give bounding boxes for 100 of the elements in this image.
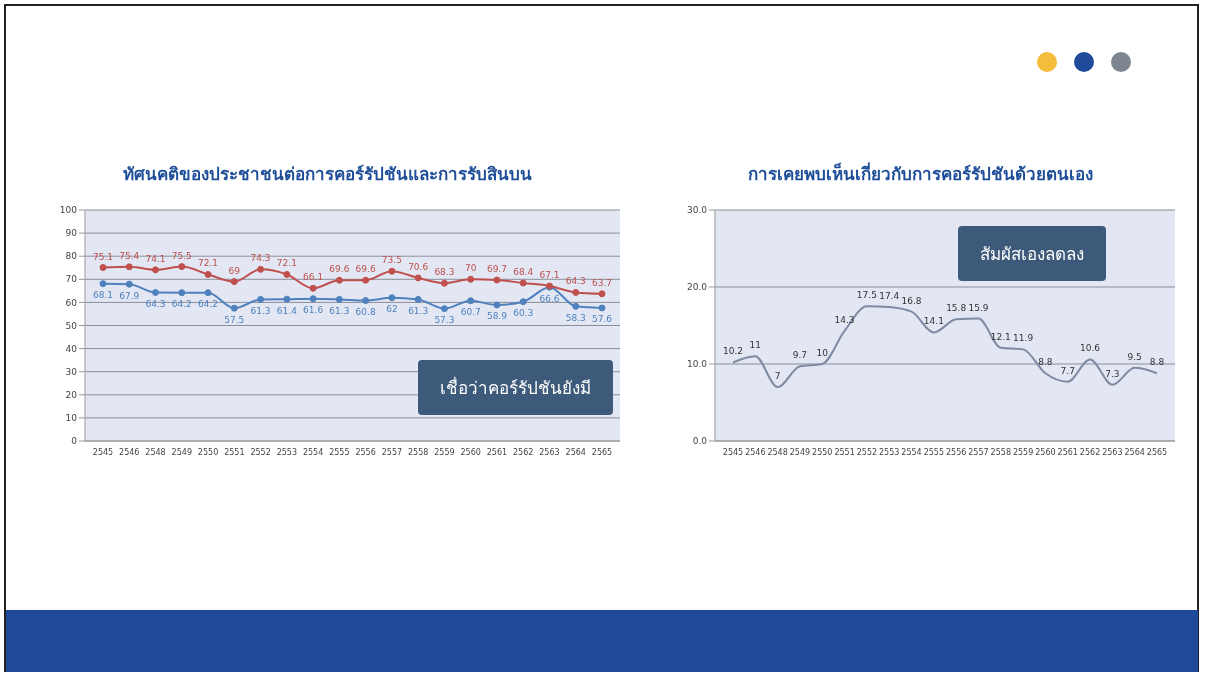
data-label: 14.3 (834, 314, 855, 325)
data-label: 14.1 (923, 316, 944, 327)
point (572, 288, 580, 296)
data-label: 69.6 (355, 264, 376, 275)
data-label: 67.1 (539, 270, 560, 280)
point (230, 304, 238, 312)
y-tick-label: 20 (65, 389, 78, 400)
data-label: 12.1 (990, 331, 1011, 342)
x-tick-label: 2560 (460, 447, 481, 457)
data-label: 61.6 (303, 305, 324, 316)
x-tick-label: 2553 (879, 447, 900, 457)
x-tick-label: 2549 (171, 447, 192, 457)
x-tick-label: 2551 (834, 447, 855, 457)
data-label: 17.4 (879, 291, 900, 302)
point (178, 289, 186, 297)
x-tick-label: 2553 (276, 447, 298, 457)
data-label: 9.5 (1127, 351, 1142, 362)
data-label: 9.7 (792, 350, 808, 361)
data-label: 69.7 (486, 263, 507, 274)
point (283, 295, 291, 303)
x-tick-label: 2554 (302, 447, 324, 457)
y-tick-label: 30.0 (686, 205, 708, 216)
x-tick-label: 2545 (92, 447, 114, 457)
data-label: 64.3 (565, 276, 586, 287)
point (519, 298, 527, 306)
data-label: 68.4 (513, 267, 534, 277)
x-tick-label: 2557 (968, 447, 989, 457)
y-tick-label: 30 (65, 366, 78, 377)
point (99, 280, 107, 288)
data-label: 10 (816, 348, 829, 358)
point (467, 297, 475, 305)
point (204, 289, 212, 297)
point (283, 270, 291, 278)
data-label: 11.9 (1013, 333, 1034, 344)
x-tick-label: 2552 (250, 447, 271, 457)
x-tick-label: 2546 (745, 447, 766, 457)
data-label: 62 (386, 304, 398, 315)
point (414, 274, 422, 282)
y-tick-label: 10.0 (686, 359, 708, 370)
y-tick-label: 20.0 (686, 282, 708, 293)
point (572, 302, 580, 310)
point (257, 295, 265, 303)
y-tick-label: 50 (65, 320, 78, 331)
x-tick-label: 2558 (990, 447, 1011, 457)
point (440, 279, 448, 287)
x-tick-label: 2563 (1102, 447, 1123, 457)
point (309, 295, 317, 303)
point (257, 265, 265, 273)
x-tick-label: 2551 (224, 447, 245, 457)
x-tick-label: 2556 (355, 447, 376, 457)
data-label: 70 (464, 263, 477, 274)
x-tick-label: 2561 (1057, 447, 1078, 457)
data-label: 11 (749, 340, 762, 351)
point (335, 295, 343, 303)
data-label: 69.6 (329, 264, 350, 275)
data-label: 58.3 (565, 312, 586, 323)
data-label: 57.3 (434, 315, 455, 326)
x-tick-label: 2554 (901, 447, 922, 457)
data-label: 72.1 (276, 258, 297, 269)
point (99, 264, 107, 272)
data-label: 67.9 (119, 290, 140, 301)
point (335, 276, 343, 284)
data-label: 15.8 (946, 303, 967, 314)
data-label: 60.8 (355, 306, 376, 317)
data-label: 8.8 (1038, 357, 1053, 368)
chart-title: ทัศนคติของประชาชนต่อการคอร์รัปชันและการรับสินบน (122, 163, 533, 186)
data-label: 69 (228, 265, 241, 276)
data-label: 16.8 (901, 295, 922, 306)
point (178, 263, 186, 271)
x-tick-label: 2545 (722, 447, 744, 457)
data-label: 66.6 (539, 293, 560, 304)
point (519, 279, 527, 287)
point (467, 275, 475, 283)
y-tick-label: 80 (65, 251, 78, 262)
y-tick-label: 0 (71, 436, 78, 447)
data-label: 61.4 (276, 305, 298, 316)
x-tick-label: 2559 (434, 447, 455, 457)
data-label: 7.3 (1105, 368, 1120, 379)
y-tick-label: 10 (65, 413, 78, 424)
data-label: 57.6 (591, 314, 613, 325)
x-tick-label: 2550 (812, 447, 833, 457)
x-tick-label: 2548 (145, 447, 166, 457)
x-tick-label: 2552 (856, 447, 878, 457)
annotation: สัมผัสเองลดลง (958, 226, 1106, 281)
x-tick-label: 2565 (591, 447, 613, 457)
data-label: 64.3 (145, 298, 166, 309)
data-label: 7.7 (1060, 365, 1075, 376)
point (362, 297, 370, 305)
x-tick-label: 2564 (565, 447, 586, 457)
data-label: 61.3 (408, 305, 429, 316)
data-label: 70.6 (408, 261, 429, 272)
data-label: 63.7 (591, 277, 613, 288)
data-label: 66.1 (303, 272, 324, 283)
point (598, 290, 606, 298)
data-label: 8.8 (1149, 357, 1165, 368)
data-label: 75.1 (92, 251, 114, 262)
data-label: 68.1 (92, 290, 114, 301)
x-tick-label: 2561 (486, 447, 508, 457)
point (362, 276, 370, 284)
point (493, 276, 501, 284)
